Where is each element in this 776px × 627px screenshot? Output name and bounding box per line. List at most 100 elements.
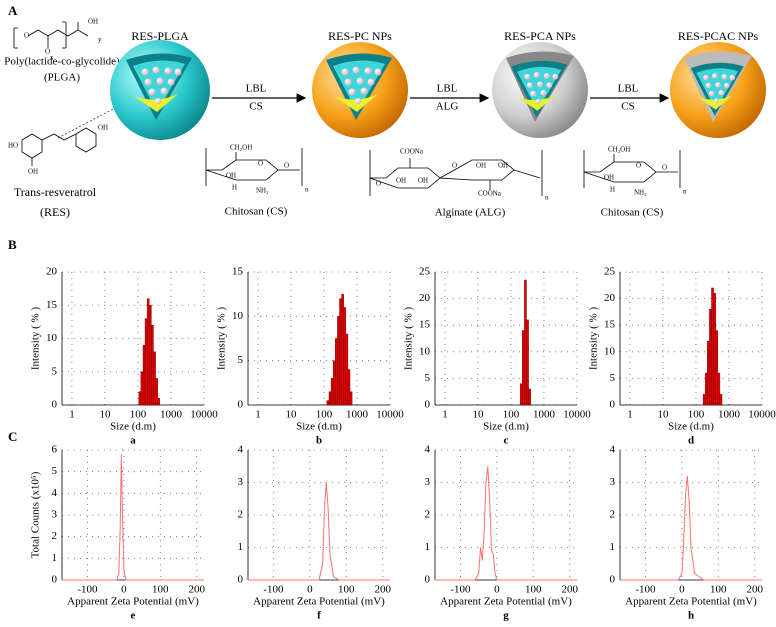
particle-name: RES-PCAC NPs [678, 29, 759, 43]
atom: COONa [400, 148, 424, 156]
bar [330, 378, 334, 406]
bond [205, 148, 303, 186]
x-tick-label: 10000 [748, 409, 776, 421]
atom: OH [226, 172, 236, 180]
x-tick-label: 100 [152, 584, 169, 596]
bar [157, 398, 161, 406]
x-tick-label: 10 [472, 409, 484, 421]
structure-name: Chitosan (CS) [601, 207, 664, 219]
y-tick-label: 4 [52, 487, 58, 499]
x-tick-label: 100 [710, 584, 727, 596]
y-tick-label: 5 [52, 465, 58, 477]
x-tick-label: 10 [657, 409, 669, 421]
particle-name: RES-PLGA [131, 29, 189, 43]
x-tick-label: 100 [338, 584, 355, 596]
bar [153, 351, 156, 406]
y-tick-label: 25 [419, 266, 431, 278]
y-tick-label: 0 [52, 574, 58, 586]
x-tick-label: 100 [503, 409, 520, 421]
y-tick-label: 5 [238, 354, 244, 366]
x-tick-label: 200 [374, 584, 391, 596]
atom: n [683, 188, 687, 196]
y-tick-label: 5 [610, 372, 616, 384]
bar [343, 307, 347, 406]
y-tick-label: 15 [46, 299, 58, 311]
x-tick-label: 1 [255, 409, 261, 421]
plga-abbr: (PLGA) [44, 72, 80, 84]
x-axis-label: Size (d.m) [483, 421, 529, 433]
y-axis-label: Intensity ( % ) [30, 307, 42, 371]
bar [337, 316, 340, 406]
bar [335, 338, 338, 406]
bond [369, 150, 543, 196]
y-tick-label: 2 [238, 509, 244, 521]
atom: OH [476, 162, 486, 170]
pointer [57, 107, 116, 139]
atom: O [45, 48, 50, 56]
bar [345, 333, 349, 406]
y-tick-label: 4 [425, 444, 431, 456]
chart-label: d [688, 435, 694, 447]
y-tick-label: 0 [238, 574, 244, 586]
y-tick-label: 10 [232, 310, 244, 322]
bar [719, 394, 723, 406]
x-tick-label: 100 [688, 409, 705, 421]
chart-label: h [688, 610, 694, 622]
bar [522, 330, 525, 406]
panel-label: B [8, 237, 17, 252]
x-tick-label: 100 [525, 584, 542, 596]
x-tick-label: 10000 [190, 409, 218, 421]
x-axis-label: Size (d.m) [110, 421, 156, 433]
bar [704, 372, 708, 406]
bar [347, 369, 351, 406]
y-tick-label: 1 [610, 541, 616, 553]
y-tick-label: 4 [238, 444, 244, 456]
y-tick-label: 15 [604, 319, 616, 331]
x-tick-label: -100 [450, 584, 471, 596]
bar [144, 318, 148, 406]
bond [13, 21, 89, 49]
panel-label: A [8, 3, 18, 18]
atom: n [545, 194, 549, 202]
structure-name: Chitosan (CS) [225, 206, 288, 218]
x-tick-label: -100 [635, 584, 656, 596]
bar [519, 383, 523, 406]
panel-label: C [8, 429, 17, 444]
y-tick-label: 15 [419, 319, 431, 331]
atom: x [50, 54, 54, 62]
atom: O [258, 160, 263, 168]
bar [715, 330, 719, 406]
x-axis-label: Size (d.m) [668, 421, 714, 433]
bar [711, 287, 714, 406]
bar [524, 279, 527, 406]
atom: O [24, 32, 29, 40]
chart-label: b [316, 435, 322, 447]
x-tick-label: 1 [69, 409, 75, 421]
bar [138, 391, 142, 406]
res-structure [21, 127, 97, 166]
x-tick-label: 1 [627, 409, 633, 421]
y-tick-label: 3 [610, 476, 616, 488]
y-tick-label: 0 [610, 574, 616, 586]
y-tick-label: 2 [52, 530, 58, 542]
bar [341, 293, 344, 406]
y-axis-label: Intensity ( % ) [588, 307, 600, 371]
atom: n [305, 186, 309, 194]
atom: O [284, 162, 289, 170]
x-tick-label: 10000 [376, 409, 404, 421]
res-abbr: (RES) [40, 205, 70, 219]
bar [709, 309, 712, 406]
y-tick-label: 2 [610, 509, 616, 521]
x-tick-label: 0 [679, 584, 685, 596]
atom: NH₂ [634, 189, 647, 197]
y-tick-label: 0 [425, 574, 431, 586]
x-tick-label: 100 [316, 409, 333, 421]
y-tick-label: 5 [52, 365, 58, 377]
step-material: CS [621, 101, 634, 113]
x-tick-label: 1000 [346, 409, 369, 421]
plga-name: Poly(lactide-co-glycolide) [4, 56, 120, 68]
atom: NH₂ [256, 187, 269, 195]
bar [142, 344, 146, 406]
line [62, 454, 204, 581]
